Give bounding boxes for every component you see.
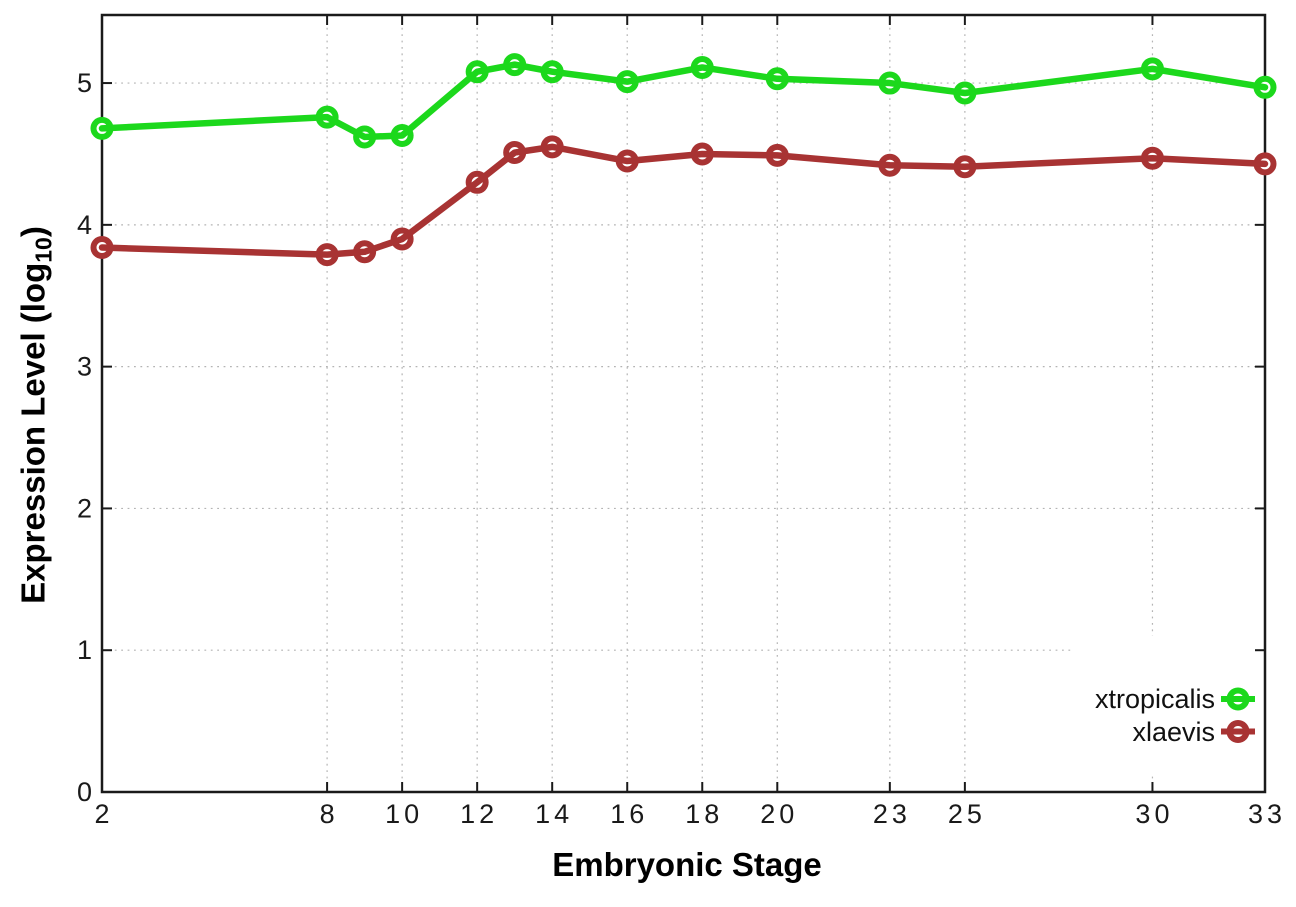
y-tick-label: 3 [77, 352, 92, 382]
y-tick-label: 1 [77, 635, 92, 665]
x-tick-label: 16 [610, 799, 648, 829]
x-tick-label: 8 [320, 799, 339, 829]
x-tick-label: 12 [460, 799, 498, 829]
x-tick-label: 20 [760, 799, 798, 829]
y-tick-label: 0 [77, 777, 92, 807]
y-tick-label: 4 [77, 210, 92, 240]
x-tick-label: 25 [948, 799, 986, 829]
axis-ticks [101, 15, 1266, 793]
x-tick-label: 10 [385, 799, 423, 829]
legend-marker-xlaevis [1221, 720, 1255, 743]
plot-border [100, 13, 1267, 794]
x-tick-label: 30 [1135, 799, 1173, 829]
legend-marker-xtropicalis [1221, 687, 1255, 711]
legend-label-xlaevis: xlaevis [1132, 716, 1215, 747]
series-xlaevis [90, 135, 1277, 267]
x-tick-label: 33 [1248, 799, 1286, 829]
y-axis-title-text: Expression Level (log [14, 262, 52, 604]
y-tick-label: 2 [77, 493, 92, 523]
series-line-xlaevis [98, 143, 1269, 258]
y-axis-title-close: ) [14, 226, 52, 238]
x-tick-label: 2 [94, 799, 113, 829]
series-xtropicalis [90, 53, 1277, 149]
x-tick-label: 18 [685, 799, 723, 829]
y-axis-title: Expression Level (log10) [15, 226, 58, 604]
legend: xtropicalis xlaevis [1095, 683, 1215, 748]
x-tick-label: 14 [535, 799, 573, 829]
x-tick-label: 23 [873, 799, 911, 829]
y-axis-title-subscript: 10 [30, 237, 57, 263]
y-tick-label: 5 [77, 68, 92, 98]
x-axis-title: Embryonic Stage [552, 846, 822, 883]
series-line-xtropicalis [98, 61, 1269, 141]
legend-label-xtropicalis: xtropicalis [1094, 684, 1215, 714]
